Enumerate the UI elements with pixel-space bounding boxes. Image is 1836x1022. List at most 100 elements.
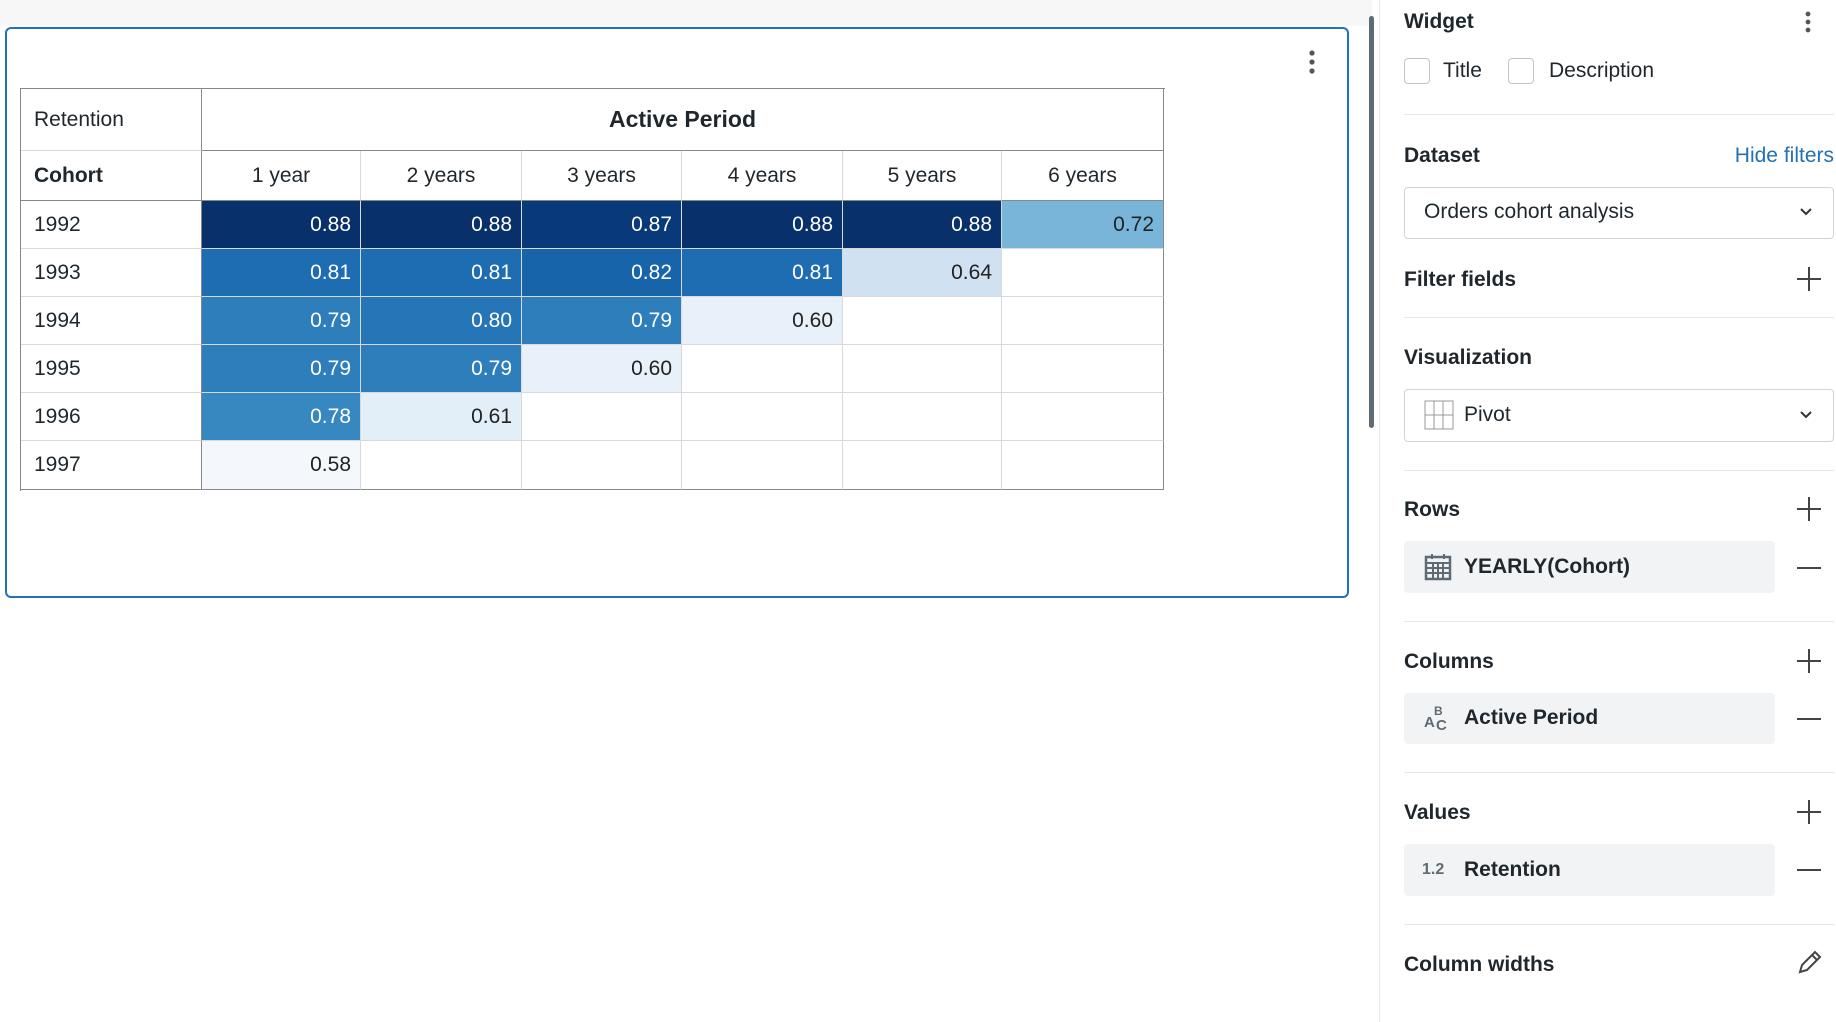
panel-border	[1379, 0, 1380, 1022]
option-label: Description	[1549, 59, 1655, 82]
value-cell: 0.64	[843, 249, 1002, 297]
value-cell: 0.80	[361, 297, 522, 345]
row-label: 1996	[21, 393, 202, 441]
value-cell: 0.81	[682, 249, 843, 297]
widget-label: Widget	[1404, 10, 1474, 33]
add-button[interactable]	[1796, 266, 1822, 292]
values-label: Values	[1404, 801, 1471, 824]
value-cell: 0.79	[522, 297, 682, 345]
value-cell: 0.72	[1002, 201, 1164, 249]
empty-cell	[1002, 249, 1164, 297]
empty-cell	[843, 441, 1002, 490]
value-cell: 0.82	[522, 249, 682, 297]
checkbox[interactable]	[1404, 58, 1430, 84]
dataset-select[interactable]	[1404, 187, 1834, 239]
rows-field-label: YEARLY(Cohort)	[1464, 555, 1631, 578]
columns-field-label: Active Period	[1464, 706, 1599, 729]
row-label: 1993	[21, 249, 202, 297]
visualization-value: Pivot	[1464, 403, 1511, 426]
remove-button[interactable]	[1796, 857, 1822, 883]
value-cell: 0.81	[202, 249, 361, 297]
value-cell: 0.81	[361, 249, 522, 297]
separator	[1404, 317, 1834, 318]
remove-button[interactable]	[1796, 706, 1822, 732]
icon-letter: A	[1424, 714, 1435, 731]
add-button[interactable]	[1796, 799, 1822, 825]
canvas-top	[0, 0, 1372, 26]
values-field[interactable]	[1404, 844, 1775, 896]
row-label: 1997	[21, 441, 202, 490]
separator	[1404, 772, 1834, 773]
value-cell: 0.88	[682, 201, 843, 249]
value-cell: 0.79	[202, 345, 361, 393]
icon-letter: B	[1434, 704, 1443, 718]
visualization-label: Visualization	[1404, 346, 1532, 369]
visualization-select[interactable]	[1404, 389, 1834, 442]
value-cell: 0.88	[843, 201, 1002, 249]
add-button[interactable]	[1796, 648, 1822, 674]
scrollbar[interactable]	[1369, 16, 1374, 428]
edit-button[interactable]	[1796, 950, 1822, 976]
hide-filters[interactable]: Hide filters	[1734, 144, 1834, 167]
rows-label: Rows	[1404, 498, 1461, 521]
row-label: 1992	[21, 201, 202, 249]
icon-letter: C	[1436, 717, 1447, 734]
column-header: 3 years	[522, 151, 682, 201]
string-icon: A B C	[1424, 704, 1454, 734]
separator	[1404, 621, 1834, 622]
value-cell: 0.60	[682, 297, 843, 345]
column-header: 1 year	[202, 151, 361, 201]
number-icon: 1.2	[1422, 861, 1445, 878]
row-label: 1994	[21, 297, 202, 345]
add-button[interactable]	[1796, 496, 1822, 522]
empty-cell	[1002, 345, 1164, 393]
empty-cell	[1002, 441, 1164, 490]
widget-frame[interactable]	[5, 27, 1349, 598]
column-header: 2 years	[361, 151, 522, 201]
value-cell: 0.88	[361, 201, 522, 249]
values-field-label: Retention	[1464, 858, 1561, 881]
empty-cell	[682, 441, 843, 490]
empty-cell	[522, 393, 682, 441]
chevron	[1800, 208, 1812, 216]
pivot-icon	[1424, 400, 1454, 430]
empty-cell	[522, 441, 682, 490]
columns-label: Columns	[1404, 650, 1494, 673]
filter-fields-label: Filter fields	[1404, 268, 1517, 291]
empty-cell	[361, 441, 522, 490]
columns-field[interactable]	[1404, 693, 1775, 744]
value-cell: 0.87	[522, 201, 682, 249]
rows-field[interactable]	[1404, 541, 1775, 593]
separator	[1404, 470, 1834, 471]
value-cell: 0.61	[361, 393, 522, 441]
empty-cell	[1002, 297, 1164, 345]
value-cell: 0.79	[361, 345, 522, 393]
column-header: 5 years	[843, 151, 1002, 201]
row-header: Cohort	[21, 151, 202, 201]
pivot-table: Retention Active Period Cohort 1 year 2 year…	[20, 88, 1165, 491]
column-header: 4 years	[682, 151, 843, 201]
dataset-label: Dataset	[1404, 144, 1480, 167]
value-cell: 0.79	[202, 297, 361, 345]
empty-cell	[682, 345, 843, 393]
column-group: Active Period	[202, 89, 1164, 151]
value-cell: 0.58	[202, 441, 361, 490]
empty-cell	[843, 345, 1002, 393]
option-label: Title	[1443, 59, 1482, 82]
chevron	[1800, 411, 1812, 419]
corner-label: Retention	[21, 89, 202, 151]
checkbox[interactable]	[1508, 58, 1534, 84]
dataset-value: Orders cohort analysis	[1424, 200, 1635, 223]
empty-cell	[682, 393, 843, 441]
widget-menu[interactable]	[1304, 48, 1320, 78]
remove-button[interactable]	[1796, 555, 1822, 581]
separator	[1404, 114, 1834, 115]
panel-menu[interactable]	[1800, 10, 1816, 36]
calendar-icon	[1424, 554, 1452, 581]
value-cell: 0.60	[522, 345, 682, 393]
empty-cell	[843, 297, 1002, 345]
empty-cell	[1002, 393, 1164, 441]
row-label: 1995	[21, 345, 202, 393]
value-cell: 0.78	[202, 393, 361, 441]
